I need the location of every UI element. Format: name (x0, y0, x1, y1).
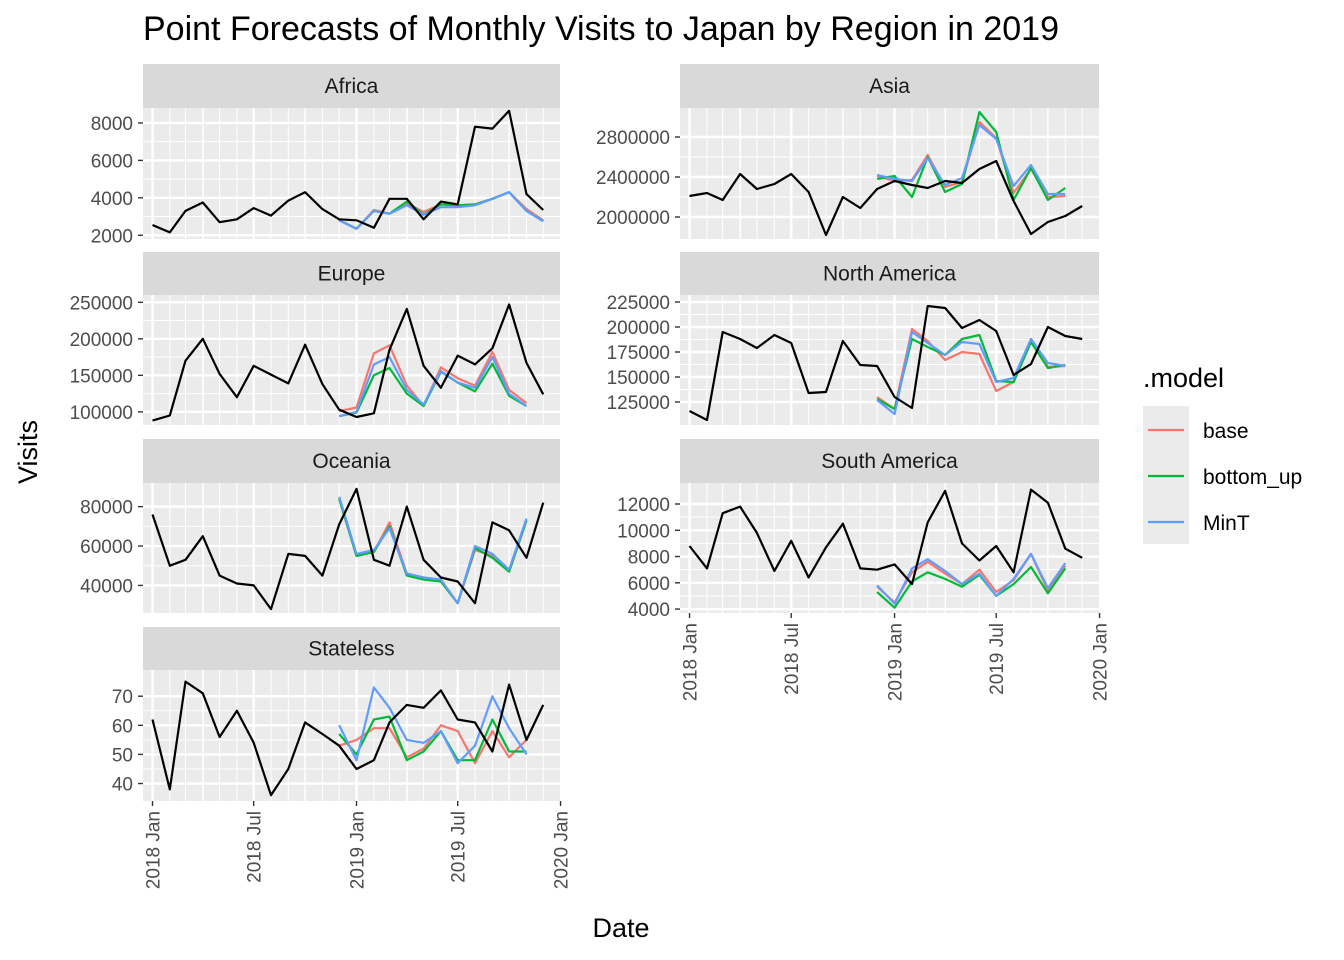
series-line-bottom-up-south-america (876, 565, 1067, 609)
legend-label-bottom-up: bottom_up (1203, 466, 1302, 489)
y-tick-label-north-america: 175000 (607, 343, 670, 364)
strip-label-oceania: Oceania (312, 450, 391, 473)
series-line-mint-north-america (876, 330, 1066, 416)
strip-label-europe: Europe (318, 263, 386, 286)
x-tick-label: 2018 Jul (782, 623, 803, 695)
x-tick-label: 2019 Jan (348, 811, 369, 889)
y-axis-title: Visits (13, 420, 43, 484)
strip-label-stateless: Stateless (308, 638, 394, 661)
y-tick-label-europe: 200000 (70, 330, 133, 351)
panel-bg-north-america (680, 295, 1099, 425)
strip-africa (143, 64, 560, 108)
y-tick-label-south-america: 6000 (628, 574, 670, 595)
y-tick-label-asia: 2400000 (596, 168, 670, 189)
series-line-actual-europe (152, 303, 545, 422)
panel-africa: Africa 2000 4000 6000 8000 (91, 64, 560, 247)
y-tick-label-stateless: 50 (112, 745, 133, 766)
y-tick-label-africa: 6000 (91, 151, 133, 172)
series-line-actual-africa (152, 109, 544, 234)
panel-south-america: South America 4000 6000 8000 10000 12000 2018 … (617, 439, 1112, 701)
series-line-actual-south-america (688, 488, 1083, 586)
chart-title: Point Forecasts of Monthly Visits to Jap… (143, 10, 1059, 48)
legend: .model base bottom_up MinT (1143, 363, 1302, 544)
strip-label-africa: Africa (325, 75, 379, 98)
y-tick-label-europe: 250000 (70, 293, 133, 314)
panel-bg-africa (143, 108, 560, 239)
series-group-europe (152, 303, 545, 422)
series-line-actual-oceania (151, 487, 545, 611)
series-group-oceania (151, 487, 545, 611)
strip-south-america (680, 439, 1099, 483)
series-line-mint-africa (338, 191, 544, 230)
y-tick-label-africa: 4000 (91, 189, 133, 210)
y-tick-label-south-america: 10000 (617, 521, 670, 542)
x-axis-title: Date (592, 913, 649, 943)
series-line-mint-stateless (338, 686, 528, 765)
panel-bg-europe (143, 295, 560, 425)
strip-stateless (143, 627, 560, 670)
y-tick-label-stateless: 40 (112, 775, 133, 796)
series-line-actual-north-america (688, 304, 1083, 422)
y-tick-label-stateless: 60 (112, 716, 133, 737)
y-tick-label-asia: 2000000 (596, 208, 670, 229)
series-group-africa (152, 109, 544, 234)
y-tick-label-africa: 8000 (91, 114, 133, 135)
y-tick-label-south-america: 8000 (628, 548, 670, 569)
y-tick-label-asia: 2800000 (596, 128, 670, 149)
facet-panels: Africa 2000 4000 6000 8000 Asia 2000000 2400000… (70, 64, 1112, 889)
legend-label-base: base (1203, 420, 1249, 443)
x-tick-label: 2019 Jul (987, 623, 1008, 695)
strip-label-north-america: North America (823, 263, 956, 286)
x-tick-label: 2018 Jul (245, 811, 266, 883)
panel-europe: Europe 100000 150000 200000 250000 (70, 252, 560, 425)
series-line-bottom-up-stateless (338, 715, 527, 762)
y-tick-label-north-america: 150000 (607, 368, 670, 389)
series-line-mint-south-america (876, 552, 1067, 605)
series-group-stateless (151, 680, 545, 797)
strip-north-america (680, 252, 1099, 295)
y-tick-label-oceania: 80000 (80, 498, 133, 519)
series-group-north-america (688, 304, 1083, 422)
x-tick-label: 2020 Jan (552, 811, 573, 889)
strip-asia (680, 64, 1099, 108)
x-tick-label: 2019 Jul (449, 811, 470, 883)
series-line-mint-europe (338, 356, 528, 418)
strip-europe (143, 252, 560, 295)
x-tick-label: 2020 Jan (1091, 623, 1112, 701)
legend-label-mint: MinT (1203, 512, 1250, 535)
y-tick-label-europe: 150000 (70, 366, 133, 387)
series-line-mint-asia (876, 123, 1066, 196)
y-tick-label-europe: 100000 (70, 403, 133, 424)
y-tick-label-south-america: 12000 (617, 495, 670, 516)
panel-bg-south-america (680, 483, 1099, 613)
x-tick-label: 2019 Jan (886, 623, 907, 701)
y-tick-label-north-america: 225000 (607, 293, 670, 314)
y-tick-label-oceania: 60000 (80, 537, 133, 558)
strip-label-asia: Asia (869, 75, 910, 98)
y-tick-label-stateless: 70 (112, 687, 133, 708)
y-tick-label-africa: 2000 (91, 226, 133, 247)
x-tick-label: 2018 Jan (144, 811, 165, 889)
y-tick-label-north-america: 125000 (607, 393, 670, 414)
strip-oceania (143, 439, 560, 483)
series-line-actual-asia (689, 159, 1083, 237)
panel-asia: Asia 2000000 2400000 2800000 (596, 64, 1099, 239)
series-line-actual-stateless (151, 680, 545, 797)
panel-oceania: Oceania 40000 60000 80000 (80, 439, 560, 613)
strip-label-south-america: South America (821, 450, 958, 473)
series-group-asia (689, 110, 1083, 237)
y-tick-label-south-america: 4000 (628, 600, 670, 621)
panel-bg-oceania (143, 483, 560, 613)
y-tick-label-oceania: 40000 (80, 576, 133, 597)
panel-stateless: Stateless 40 50 60 70 2018 Jan 2018 Jul 2019 Ja… (112, 627, 573, 889)
panel-north-america: North America 125000 150000 175000 200000 225… (607, 252, 1099, 425)
x-tick-label: 2018 Jan (681, 623, 702, 701)
legend-title: .model (1143, 363, 1224, 393)
series-group-south-america (688, 488, 1083, 609)
y-tick-label-north-america: 200000 (607, 318, 670, 339)
